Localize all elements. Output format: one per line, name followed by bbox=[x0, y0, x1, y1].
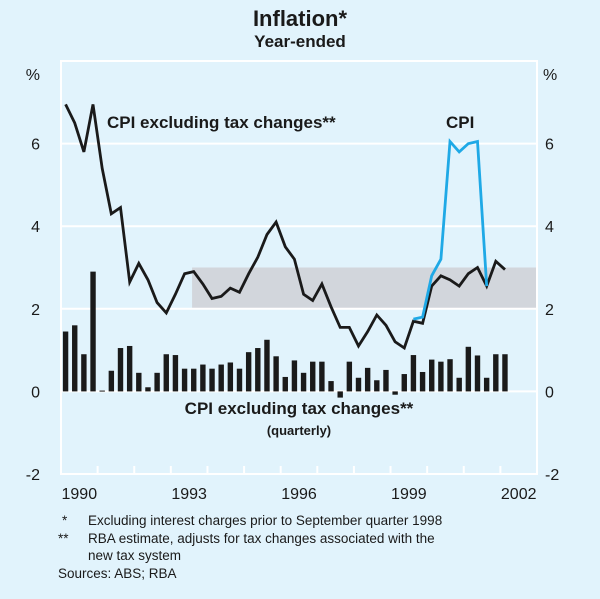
footnote-2-continued: new tax system bbox=[88, 548, 182, 563]
bar bbox=[493, 354, 499, 392]
bar bbox=[72, 325, 78, 392]
y-unit-right: % bbox=[543, 67, 557, 84]
bar bbox=[245, 352, 252, 392]
sources: Sources: ABS; RBA bbox=[58, 566, 177, 581]
bar-series-label: CPI excluding tax changes** bbox=[185, 399, 414, 418]
series-label-cpi: CPI bbox=[446, 113, 474, 132]
bar bbox=[227, 362, 234, 392]
bar bbox=[483, 377, 490, 392]
bar bbox=[383, 369, 389, 392]
bar bbox=[108, 370, 115, 392]
y-tick-label-right: 2 bbox=[545, 302, 554, 319]
y-tick-label-right: 0 bbox=[545, 384, 554, 401]
bar bbox=[374, 380, 380, 392]
x-tick-label: 1999 bbox=[391, 486, 427, 503]
footnote-1-marker: * bbox=[62, 513, 68, 528]
footnote-2-text: RBA estimate, adjusts for tax changes as… bbox=[88, 531, 435, 546]
bar bbox=[200, 364, 206, 392]
bar bbox=[172, 355, 179, 392]
bar bbox=[154, 372, 160, 392]
bar bbox=[209, 368, 215, 392]
bar-series-sublabel: (quarterly) bbox=[267, 423, 331, 438]
bar bbox=[236, 368, 243, 392]
y-unit-left: % bbox=[26, 67, 40, 84]
bar bbox=[337, 391, 343, 398]
bar bbox=[419, 371, 426, 392]
bar bbox=[300, 372, 307, 392]
chart-subtitle: Year-ended bbox=[254, 32, 346, 51]
bar bbox=[474, 355, 481, 392]
bar bbox=[502, 354, 508, 392]
bar bbox=[218, 364, 224, 392]
bar bbox=[392, 391, 398, 395]
y-tick-label-left: 6 bbox=[31, 137, 40, 154]
bar bbox=[319, 361, 325, 392]
series-label-cpi-ex-tax: CPI excluding tax changes** bbox=[107, 113, 336, 132]
y-tick-label-right: 6 bbox=[545, 137, 554, 154]
bar bbox=[429, 359, 435, 392]
bar bbox=[126, 345, 133, 392]
y-tick-label-right: -2 bbox=[545, 467, 559, 484]
y-tick-label-left: -2 bbox=[26, 467, 40, 484]
y-tick-label-left: 4 bbox=[31, 219, 40, 236]
bar bbox=[255, 348, 261, 392]
bar bbox=[410, 355, 417, 392]
bar bbox=[355, 377, 362, 392]
cpi-ex-tax-line bbox=[64, 103, 506, 351]
cpi-line bbox=[413, 138, 489, 321]
bar bbox=[456, 377, 462, 392]
x-tick-label: 1990 bbox=[62, 486, 98, 503]
bar bbox=[310, 361, 316, 392]
bar bbox=[465, 346, 472, 392]
y-tick-label-left: 2 bbox=[31, 302, 40, 319]
bar bbox=[438, 361, 444, 392]
x-tick-label: 2002 bbox=[501, 486, 537, 503]
x-tick-label: 1993 bbox=[171, 486, 207, 503]
chart-title: Inflation* bbox=[252, 6, 348, 31]
bar bbox=[328, 381, 334, 392]
bar bbox=[291, 360, 298, 392]
bar bbox=[346, 361, 353, 392]
bar bbox=[282, 376, 288, 392]
bar bbox=[117, 348, 124, 392]
footnote-1-text: Excluding interest charges prior to Sept… bbox=[88, 513, 443, 528]
bar bbox=[99, 390, 105, 392]
bar bbox=[401, 374, 407, 392]
bar bbox=[264, 339, 270, 392]
y-tick-label-right: 4 bbox=[545, 219, 554, 236]
bar bbox=[62, 331, 69, 392]
bar bbox=[163, 354, 169, 392]
bar bbox=[136, 372, 142, 392]
bar bbox=[145, 387, 151, 392]
x-tick-label: 1996 bbox=[281, 486, 317, 503]
bar bbox=[181, 368, 188, 392]
bar bbox=[90, 271, 96, 392]
footnote-2-marker: ** bbox=[58, 531, 69, 546]
bar bbox=[191, 368, 197, 392]
plot-frame bbox=[60, 60, 538, 475]
bar bbox=[364, 367, 371, 392]
y-tick-label-left: 0 bbox=[31, 384, 40, 401]
bar bbox=[81, 354, 87, 392]
bar bbox=[447, 359, 453, 392]
bar bbox=[273, 356, 279, 392]
